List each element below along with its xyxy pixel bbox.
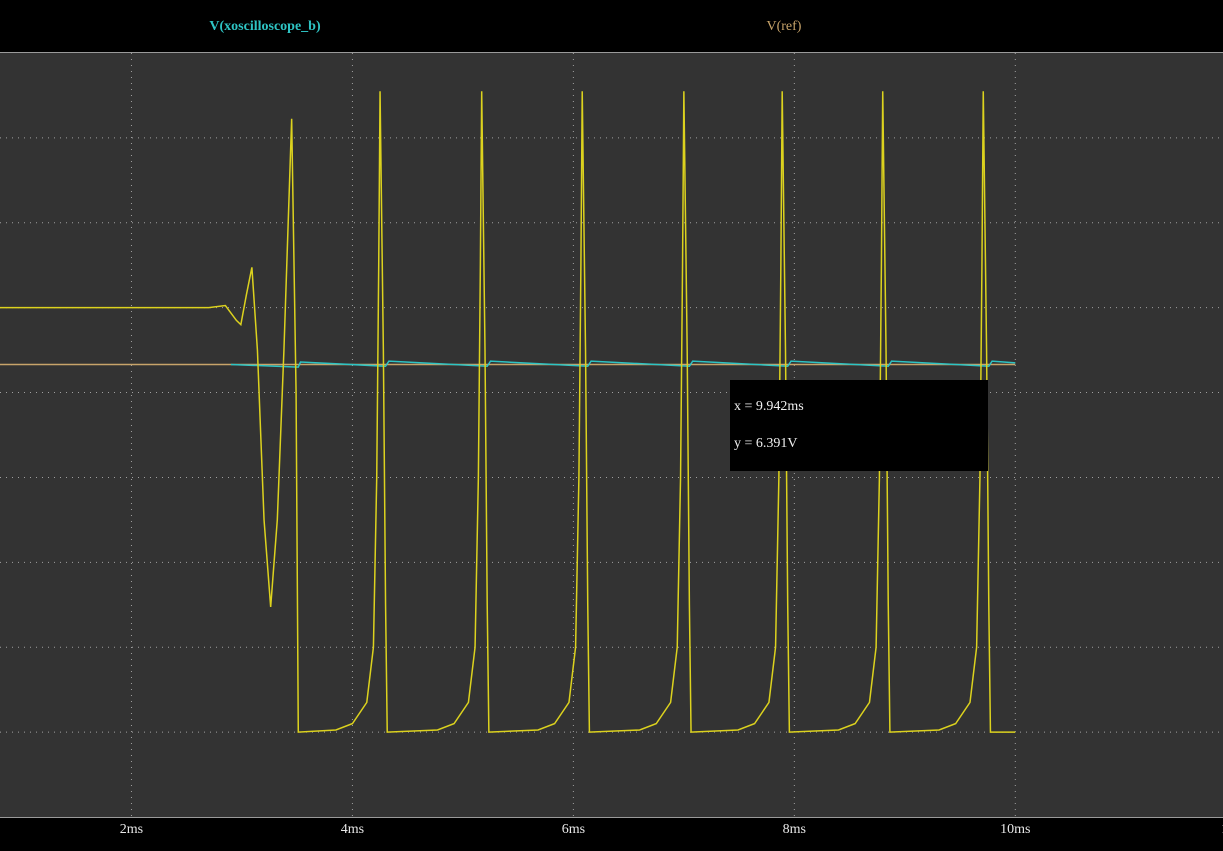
legend-bar	[0, 0, 1223, 52]
grid	[0, 53, 1223, 817]
legend-entry: V(xoscilloscope_b)	[209, 19, 321, 34]
traces	[0, 91, 1016, 733]
x-tick-label: 10ms	[1000, 822, 1030, 837]
x-tick-label: 6ms	[562, 822, 585, 837]
legend-entry: V(ref)	[767, 19, 802, 34]
x-tick-label: 12ms	[1221, 822, 1223, 837]
readout-x: x = 9.942ms	[734, 399, 804, 414]
readout-box	[730, 380, 988, 471]
trace	[0, 91, 1016, 733]
x-tick-label: 4ms	[341, 822, 364, 837]
trace	[230, 360, 1016, 368]
x-tick-label: 8ms	[783, 822, 806, 837]
cursor-readout: x = 9.942ms y = 6.391V	[730, 380, 988, 471]
x-axis-bar	[0, 818, 1223, 851]
x-tick-label: 2ms	[120, 822, 143, 837]
labels: 2ms 4ms 6ms 8ms 10ms 12ms V(xoscilloscope_b) V(…	[120, 19, 1223, 837]
readout-y: y = 6.391V	[734, 436, 798, 451]
